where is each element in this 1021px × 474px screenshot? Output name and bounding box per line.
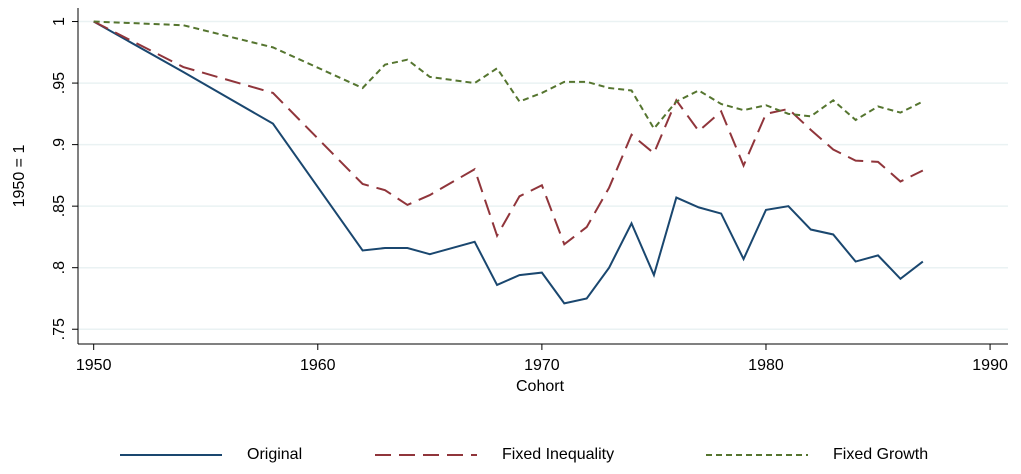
y-tick-label: .95 bbox=[51, 72, 68, 94]
y-tick-label: 1 bbox=[51, 17, 68, 26]
y-tick-label: .8 bbox=[51, 261, 68, 274]
legend-label: Original bbox=[247, 446, 302, 463]
x-tick-label: 1950 bbox=[76, 357, 112, 374]
legend-label: Fixed Growth bbox=[833, 446, 928, 463]
x-axis-title: Cohort bbox=[516, 378, 565, 395]
series-line bbox=[93, 20, 924, 246]
y-axis-title: 1950 = 1 bbox=[11, 145, 28, 208]
y-tick-label: .9 bbox=[51, 138, 68, 151]
series-line bbox=[93, 20, 924, 131]
y-tick-label: .75 bbox=[51, 318, 68, 340]
x-tick-label: 1970 bbox=[524, 357, 560, 374]
x-tick-label: 1960 bbox=[300, 357, 336, 374]
x-tick-label: 1980 bbox=[748, 357, 784, 374]
series-line bbox=[93, 20, 924, 305]
legend-label: Fixed Inequality bbox=[502, 446, 614, 463]
y-tick-label: .85 bbox=[51, 195, 68, 217]
x-tick-label: 1990 bbox=[972, 357, 1008, 374]
